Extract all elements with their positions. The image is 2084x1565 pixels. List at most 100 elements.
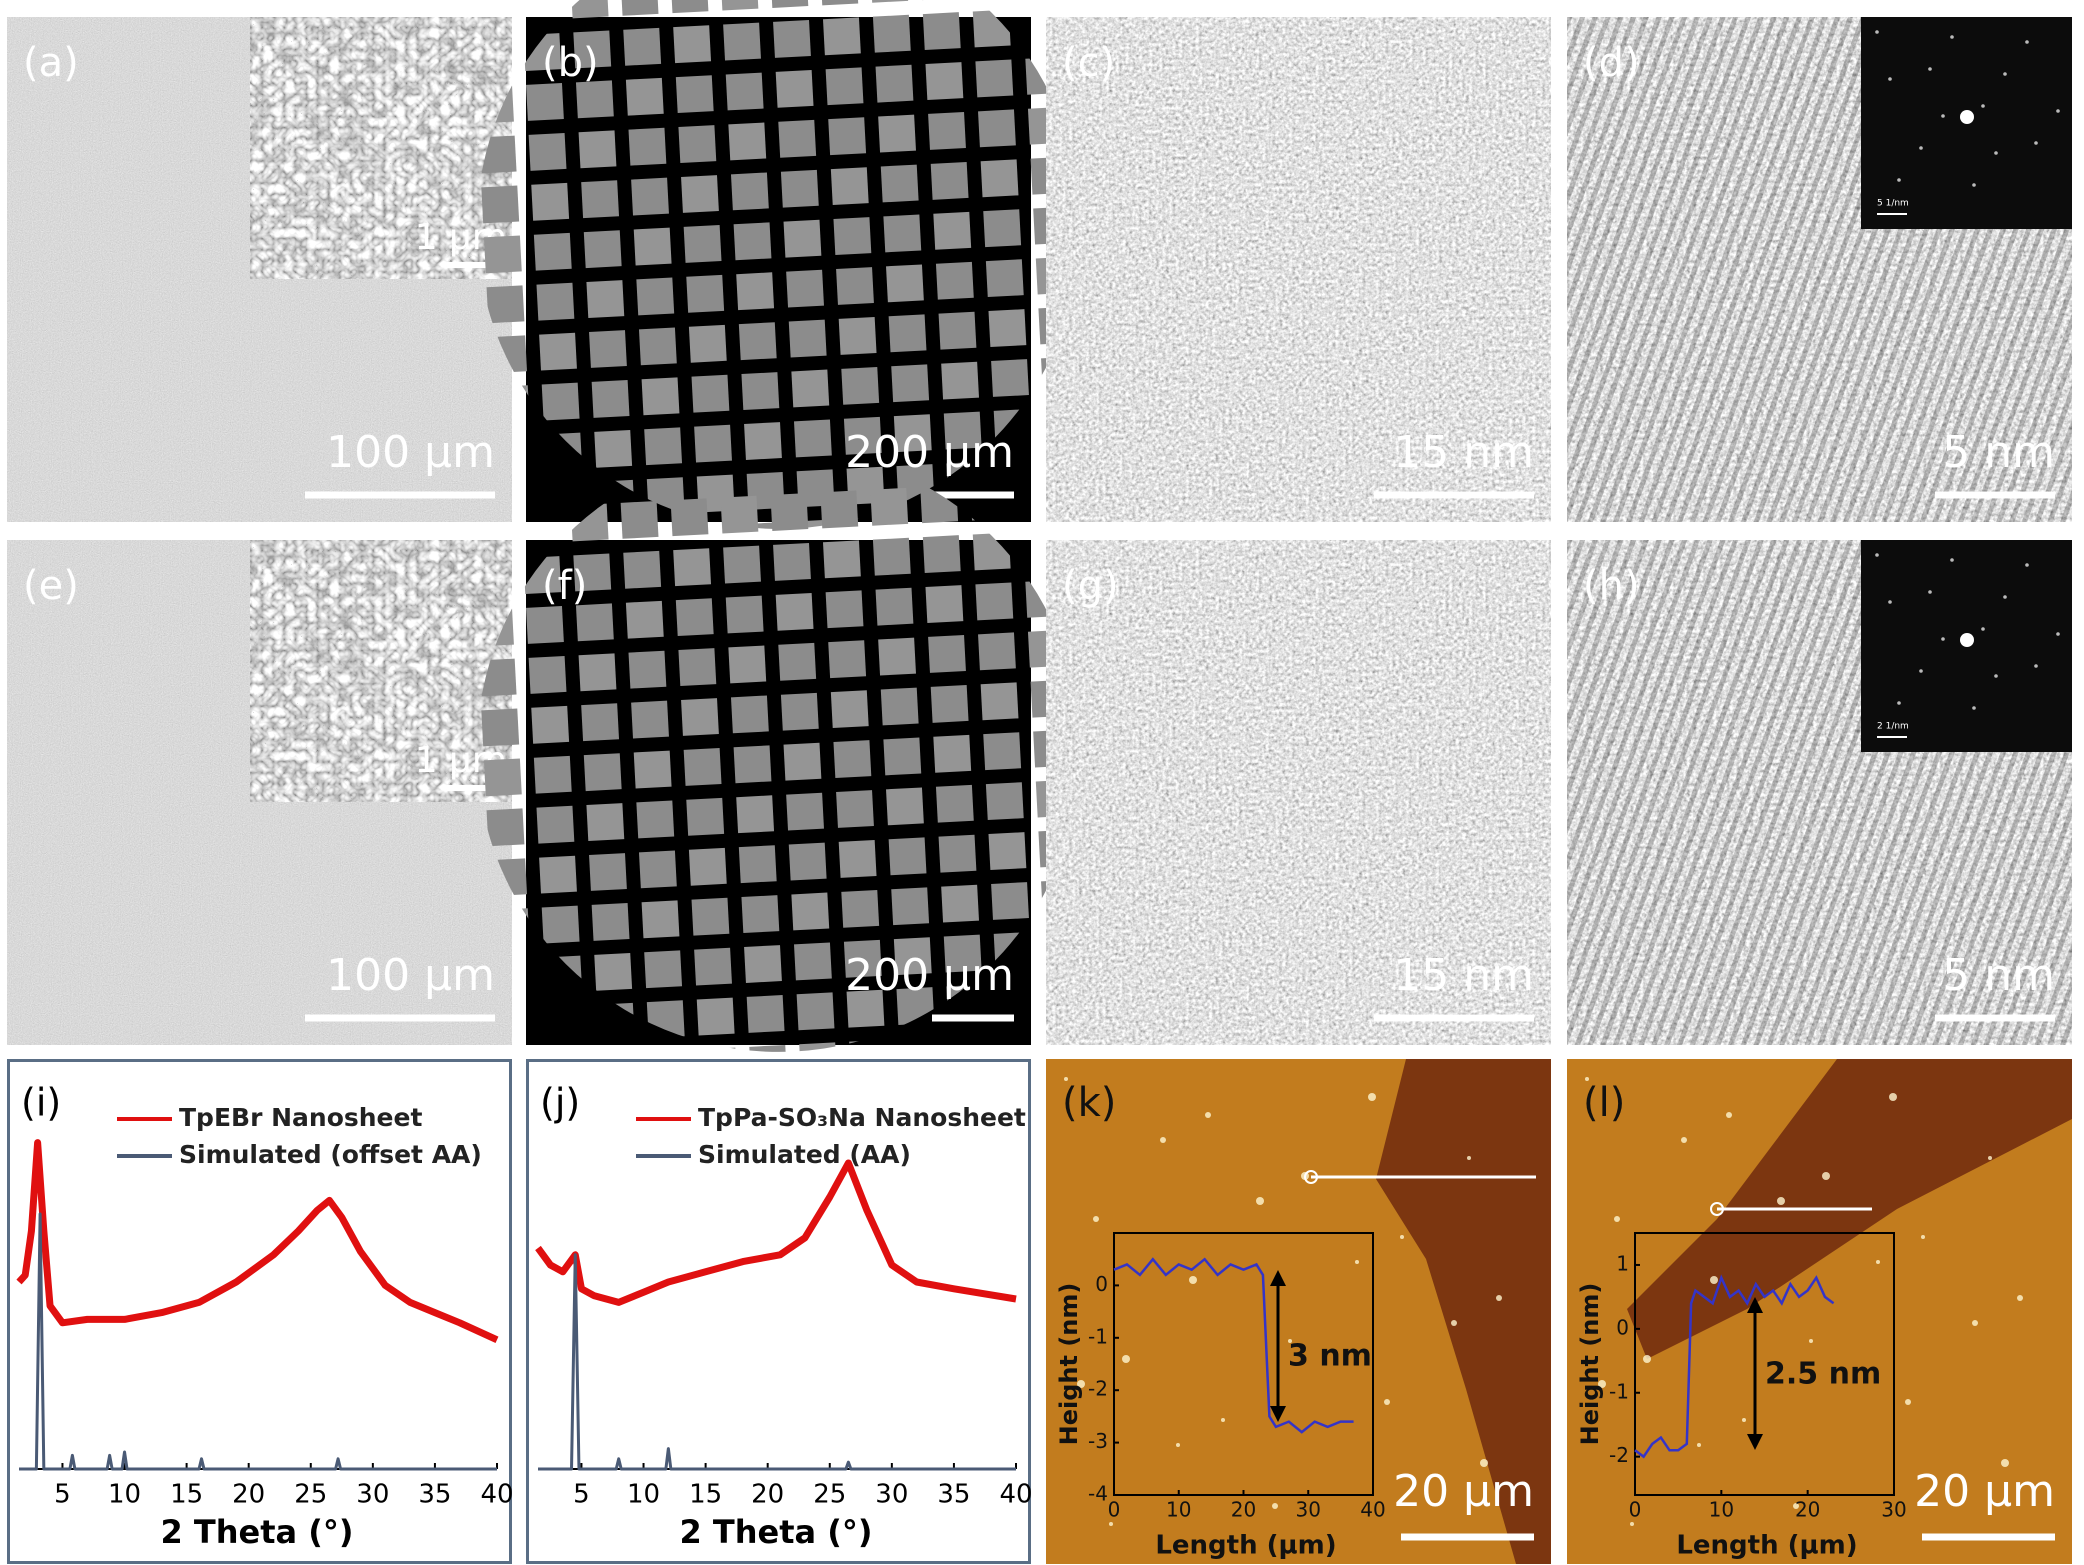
grid-square <box>841 889 880 928</box>
particle <box>1876 1260 1880 1264</box>
grid-square <box>886 787 924 826</box>
grid-square <box>678 648 717 686</box>
particle <box>1921 1235 1925 1239</box>
grid-square <box>575 603 614 642</box>
particle <box>1256 1197 1264 1205</box>
grid-square <box>775 592 814 631</box>
panel-label: (c) <box>1062 40 1115 86</box>
grid-square <box>891 887 930 926</box>
particle <box>1109 1522 1113 1526</box>
x-tick-label: 40 <box>1360 1498 1385 1522</box>
grid-square <box>573 30 612 69</box>
arrow-head <box>1747 1297 1763 1313</box>
x-tick-label: 25 <box>813 1480 846 1510</box>
grid-square <box>486 808 525 847</box>
grid-square <box>838 840 877 878</box>
grid-square <box>733 222 772 261</box>
grid-square <box>483 235 522 274</box>
grid-square <box>830 690 869 729</box>
image-panel: 5 1/nm (d) 5 nm <box>1567 17 2072 522</box>
grid-square <box>888 314 927 353</box>
image-panel: (c) 15 nm <box>1046 17 1551 522</box>
grid-square <box>591 903 630 941</box>
scale-label: 100 µm <box>326 950 495 1001</box>
grid-square <box>725 72 764 111</box>
spot <box>1888 600 1892 604</box>
image-panel: (b) 200 µm <box>470 0 1087 545</box>
grid-square <box>741 372 780 411</box>
grid-square <box>531 705 570 744</box>
grid-square <box>841 366 880 405</box>
spot <box>2056 632 2060 636</box>
grid-square <box>725 595 764 634</box>
grid-square <box>536 282 575 321</box>
grid-square <box>589 853 627 891</box>
grid-square <box>820 490 859 529</box>
grid-square <box>793 419 832 458</box>
spot <box>2003 595 2007 599</box>
grid-square <box>938 311 977 350</box>
grid-square <box>638 850 677 889</box>
grid-square <box>880 164 919 203</box>
particle <box>1726 1112 1732 1118</box>
panel-label: (d) <box>1583 40 1640 86</box>
x-tick-label: 5 <box>573 1480 590 1510</box>
grid-square <box>736 795 775 834</box>
series-line <box>538 1253 1016 1471</box>
grid-square <box>720 495 759 534</box>
spot <box>2025 563 2029 567</box>
grid-square <box>594 952 633 991</box>
grid-square <box>880 687 919 726</box>
particle <box>1681 1137 1687 1143</box>
spot <box>1981 627 1985 631</box>
grid-square <box>633 750 672 789</box>
grid-square <box>988 832 1027 870</box>
x-tick-label: 40 <box>480 1480 513 1510</box>
spot <box>1941 114 1945 118</box>
annotation: 2.5 nm <box>1765 1357 1881 1392</box>
grid-square <box>628 650 667 689</box>
grid-square <box>591 380 630 418</box>
grid-square <box>528 655 567 694</box>
annotation: 3 nm <box>1288 1339 1372 1374</box>
x-tick-label: 30 <box>875 1480 908 1510</box>
inset-image <box>250 17 512 279</box>
grid-square <box>533 232 572 271</box>
grid-square <box>793 942 832 981</box>
grid-square <box>836 267 874 305</box>
particle <box>1643 1355 1651 1363</box>
grid-square <box>636 800 675 839</box>
arrow-head <box>1270 1406 1286 1422</box>
inset-image <box>250 540 512 802</box>
y-tick-label: -4 <box>1088 1482 1108 1506</box>
grid-square <box>786 269 824 308</box>
grid-square <box>893 414 932 453</box>
grid-square <box>991 882 1029 920</box>
panel-label: (b) <box>542 40 599 86</box>
particle <box>1093 1216 1099 1222</box>
panel-label: (h) <box>1583 563 1640 609</box>
grid-square <box>830 167 869 206</box>
grid-square <box>531 182 570 221</box>
grid-square <box>791 369 830 408</box>
grid-square <box>483 758 522 797</box>
y-axis-label: Height (nm) <box>1055 1283 1083 1446</box>
x-tick-label: 35 <box>418 1480 451 1510</box>
x-tick-label: 20 <box>1795 1498 1820 1522</box>
grid-square <box>935 261 974 300</box>
grid-square <box>941 361 980 400</box>
image-panel: 2 1/nm (h) 5 nm <box>1567 540 2072 1045</box>
grid-square <box>870 487 909 526</box>
grid-square <box>875 587 914 626</box>
grid-square <box>738 845 777 884</box>
spot <box>1928 590 1932 594</box>
grid-square <box>978 109 1016 148</box>
y-tick-label: 0 <box>1095 1272 1108 1296</box>
grid-square <box>980 159 1019 198</box>
spot <box>1919 669 1923 673</box>
panel-label: (l) <box>1583 1080 1625 1126</box>
spot <box>2056 109 2060 113</box>
grid-square <box>786 792 824 831</box>
